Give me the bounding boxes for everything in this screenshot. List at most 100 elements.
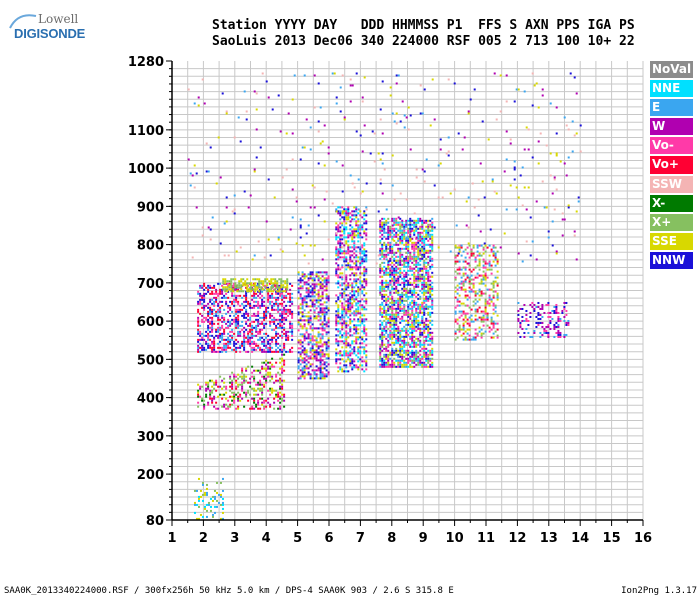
echo-pixel	[407, 239, 410, 242]
echo-pixel	[407, 365, 410, 368]
echo-pixel	[209, 316, 212, 319]
echo-pixel	[207, 338, 210, 341]
echo-pixel	[221, 334, 224, 337]
echo-pixel	[323, 327, 326, 330]
echo-pixel	[301, 275, 304, 278]
echo-pixel	[365, 302, 368, 305]
echo-pixel	[361, 250, 364, 253]
echo-pixel	[387, 295, 390, 298]
echo-pixel	[409, 365, 412, 368]
echo-pixel	[361, 260, 364, 263]
echo-pixel	[347, 250, 350, 253]
echo-pixel	[280, 280, 283, 283]
echo-pixel	[468, 338, 471, 341]
echo-pixel	[413, 365, 416, 368]
echo-pixel	[241, 371, 244, 374]
echo-pixel	[403, 343, 406, 346]
echo-pixel	[565, 321, 568, 324]
echo-pixel	[407, 353, 410, 356]
echo-pixel	[363, 76, 366, 79]
echo-pixel	[379, 311, 382, 314]
echo-pixel	[207, 288, 210, 291]
echo-pixel	[403, 283, 406, 286]
echo-pixel	[387, 297, 390, 300]
echo-pixel	[433, 118, 436, 121]
echo-pixel	[407, 319, 410, 322]
echo-pixel	[387, 335, 390, 338]
echo-pixel	[263, 312, 266, 315]
echo-pixel	[486, 276, 489, 279]
echo-pixel	[539, 321, 542, 324]
echo-pixel	[405, 236, 408, 239]
echo-pixel	[385, 315, 388, 318]
echo-pixel	[383, 309, 386, 312]
echo-pixel	[407, 291, 410, 294]
echo-pixel	[227, 326, 230, 329]
echo-pixel	[409, 225, 412, 228]
echo-pixel	[269, 294, 272, 297]
echo-pixel	[252, 288, 255, 291]
echo-pixel	[347, 240, 350, 243]
echo-pixel	[205, 292, 208, 295]
echo-pixel	[389, 269, 392, 272]
echo-pixel	[407, 351, 410, 354]
echo-pixel	[555, 303, 558, 306]
echo-pixel	[213, 395, 216, 398]
echo-pixel	[211, 348, 214, 351]
echo-pixel	[407, 295, 410, 298]
echo-pixel	[365, 272, 368, 275]
echo-pixel	[385, 247, 388, 250]
echo-pixel	[201, 346, 204, 349]
echo-pixel	[427, 227, 430, 230]
echo-pixel	[321, 371, 324, 374]
echo-pixel	[423, 279, 426, 282]
echo-pixel	[431, 275, 434, 278]
echo-pixel	[307, 343, 310, 346]
echo-pixel	[279, 294, 282, 297]
echo-pixel	[287, 310, 290, 313]
echo-pixel	[519, 323, 522, 326]
echo-pixel	[482, 252, 485, 255]
echo-pixel	[275, 284, 278, 287]
echo-pixel	[197, 383, 200, 386]
echo-pixel	[575, 132, 578, 135]
echo-pixel	[478, 326, 481, 329]
echo-pixel	[226, 288, 229, 291]
echo-pixel	[253, 170, 256, 173]
legend-item-e: E	[650, 99, 693, 117]
echo-pixel	[557, 331, 560, 334]
echo-pixel	[313, 206, 316, 209]
echo-pixel	[399, 237, 402, 240]
echo-pixel	[454, 244, 457, 247]
echo-pixel	[307, 361, 310, 364]
echo-pixel	[537, 311, 540, 314]
echo-pixel	[287, 336, 290, 339]
echo-pixel	[257, 338, 260, 341]
echo-pixel	[517, 88, 520, 91]
echo-pixel	[207, 306, 210, 309]
echo-pixel	[421, 365, 424, 368]
echo-pixel	[205, 383, 208, 386]
echo-pixel	[545, 303, 548, 306]
echo-pixel	[472, 254, 475, 257]
echo-pixel	[282, 286, 285, 289]
echo-pixel	[299, 359, 302, 362]
echo-pixel	[207, 401, 210, 404]
echo-pixel	[355, 328, 358, 331]
echo-pixel	[339, 316, 342, 319]
echo-pixel	[492, 252, 495, 255]
echo-pixel	[381, 365, 384, 368]
echo-pixel	[385, 289, 388, 292]
echo-pixel	[351, 290, 354, 293]
echo-pixel	[395, 311, 398, 314]
echo-pixel	[225, 312, 228, 315]
echo-pixel	[281, 176, 284, 179]
echo-pixel	[355, 330, 358, 333]
echo-pixel	[484, 318, 487, 321]
echo-pixel	[519, 307, 522, 310]
echo-pixel	[381, 283, 384, 286]
echo-pixel	[419, 303, 422, 306]
echo-pixel	[313, 283, 316, 286]
echo-pixel	[325, 190, 328, 193]
echo-pixel	[285, 332, 288, 335]
